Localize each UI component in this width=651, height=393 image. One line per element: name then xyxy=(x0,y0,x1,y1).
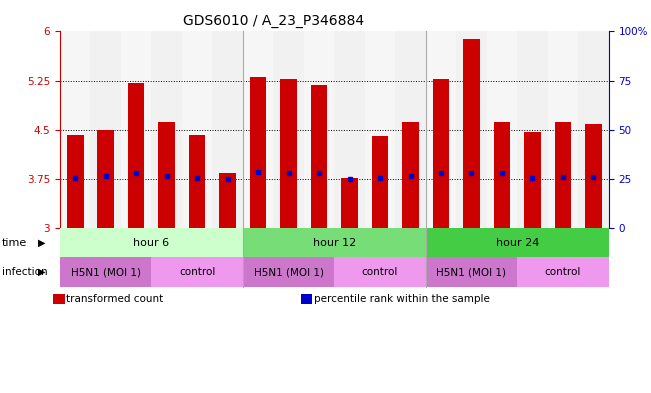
Text: infection: infection xyxy=(2,267,48,277)
Bar xyxy=(97,130,114,228)
Text: control: control xyxy=(362,267,398,277)
Text: transformed count: transformed count xyxy=(66,294,163,304)
Bar xyxy=(426,31,456,228)
Text: H5N1 (MOI 1): H5N1 (MOI 1) xyxy=(253,267,324,277)
Text: time: time xyxy=(2,238,27,248)
Text: percentile rank within the sample: percentile rank within the sample xyxy=(314,294,490,304)
Bar xyxy=(524,132,541,228)
Bar xyxy=(151,31,182,228)
Bar xyxy=(121,31,151,228)
Bar xyxy=(402,122,419,228)
Bar xyxy=(243,31,273,228)
Bar xyxy=(463,39,480,228)
Bar xyxy=(280,79,297,228)
Bar xyxy=(311,85,327,228)
Bar xyxy=(585,125,602,228)
Bar xyxy=(493,122,510,228)
Text: hour 12: hour 12 xyxy=(312,238,356,248)
Bar xyxy=(212,31,243,228)
Bar xyxy=(487,31,518,228)
Bar xyxy=(547,31,578,228)
Bar xyxy=(433,79,449,228)
Bar xyxy=(456,31,487,228)
Text: hour 6: hour 6 xyxy=(133,238,169,248)
Bar xyxy=(67,135,83,228)
Bar xyxy=(578,31,609,228)
Bar xyxy=(189,135,206,228)
Bar xyxy=(158,122,175,228)
Bar xyxy=(365,31,395,228)
Text: control: control xyxy=(179,267,215,277)
Text: hour 24: hour 24 xyxy=(495,238,539,248)
Text: ▶: ▶ xyxy=(38,238,46,248)
Bar xyxy=(304,31,335,228)
Bar xyxy=(182,31,212,228)
Text: H5N1 (MOI 1): H5N1 (MOI 1) xyxy=(70,267,141,277)
Text: H5N1 (MOI 1): H5N1 (MOI 1) xyxy=(436,267,506,277)
Text: control: control xyxy=(545,267,581,277)
Bar xyxy=(60,31,90,228)
Text: ▶: ▶ xyxy=(38,267,46,277)
Bar xyxy=(250,77,266,228)
Bar xyxy=(90,31,121,228)
Text: GDS6010 / A_23_P346884: GDS6010 / A_23_P346884 xyxy=(183,14,364,28)
Bar xyxy=(555,122,572,228)
Bar xyxy=(273,31,304,228)
Bar xyxy=(372,136,389,228)
Bar xyxy=(128,83,145,228)
Bar xyxy=(395,31,426,228)
Bar xyxy=(219,173,236,228)
Bar xyxy=(341,178,358,228)
Bar xyxy=(518,31,547,228)
Bar xyxy=(335,31,365,228)
